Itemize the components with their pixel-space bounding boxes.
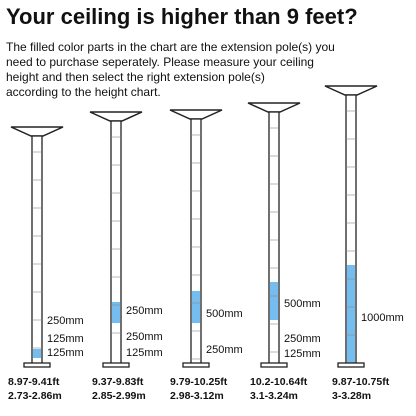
pole-funnel (89, 111, 143, 122)
height-meters: 2.98-3.12m (170, 390, 224, 402)
segment-label: 250mm (206, 344, 243, 356)
height-meters: 3.1-3.24m (250, 390, 298, 402)
segment-label: 500mm (206, 308, 243, 320)
pole-base (337, 362, 365, 368)
title: Your ceiling is higher than 9 feet? (6, 4, 358, 29)
height-feet: 10.2-10.64ft (250, 376, 308, 388)
height-meters: 2.73-2.86m (8, 390, 62, 402)
pole-base (260, 362, 288, 368)
description-line: need to purchase seperately. Please meas… (6, 55, 314, 69)
extension-fill (33, 349, 41, 358)
pole (31, 135, 43, 366)
pole (190, 118, 202, 366)
extension-fill (347, 265, 355, 365)
segment-label: 125mm (126, 347, 163, 359)
segment-label: 125mm (47, 333, 84, 345)
segment-label: 250mm (126, 331, 163, 343)
extension-fill (270, 282, 278, 320)
pole-base (182, 362, 210, 368)
pole-funnel (10, 126, 64, 137)
segment-label: 1000mm (361, 312, 404, 324)
height-feet: 9.37-9.83ft (92, 376, 144, 388)
pole-funnel (169, 109, 223, 120)
segment-label: 250mm (284, 333, 321, 345)
extension-fill (192, 291, 200, 323)
pole-base (102, 362, 130, 368)
segment-label: 250mm (47, 315, 84, 327)
pole (110, 120, 122, 366)
description-line: height and then select the right extensi… (6, 70, 265, 84)
segment-label: 125mm (47, 347, 84, 359)
height-feet: 9.87-10.75ft (332, 376, 390, 388)
segment-label: 125mm (284, 348, 321, 360)
height-feet: 8.97-9.41ft (8, 376, 60, 388)
height-meters: 2.85-2.99m (92, 390, 146, 402)
height-meters: 3-3.28m (332, 390, 371, 402)
pole-funnel (324, 85, 378, 96)
segment-label: 250mm (126, 305, 163, 317)
pole-base (23, 362, 51, 368)
segment-label: 500mm (284, 298, 321, 310)
description-line: according to the height chart. (6, 85, 161, 99)
description-line: The filled color parts in the chart are … (6, 40, 335, 54)
pole-funnel (247, 102, 301, 113)
height-feet: 9.79-10.25ft (170, 376, 228, 388)
extension-fill (112, 302, 120, 323)
pole (268, 111, 280, 366)
